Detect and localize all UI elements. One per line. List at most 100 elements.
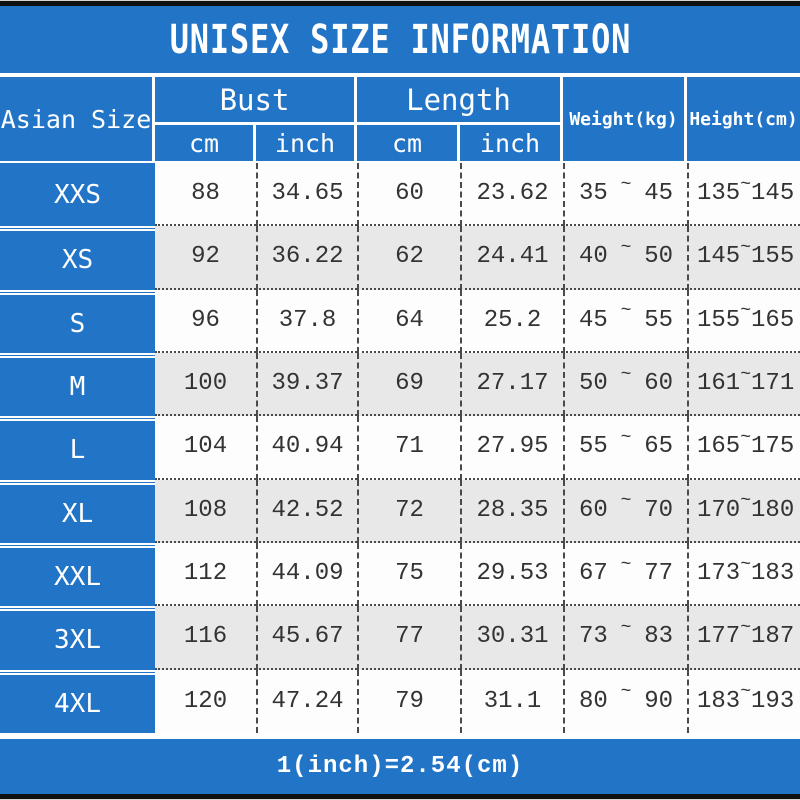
length-inch-value: 29.53 (460, 542, 563, 607)
tilde-separator: ~ (620, 364, 632, 385)
column-header-height: Height(cm) (687, 77, 800, 161)
bust-inch-value: 39.37 (256, 352, 357, 417)
length-cm-value: 71 (357, 416, 460, 480)
column-header-bust: Bust (155, 77, 354, 122)
height-max-value: 193 (751, 687, 795, 715)
weight-range: 80 ~ 90 (563, 669, 687, 733)
tilde-separator: ~ (620, 301, 632, 322)
tilde-separator: ~ (620, 617, 632, 638)
weight-min-value: 45 (579, 306, 608, 334)
height-min-value: 165 (697, 433, 741, 461)
height-range: 177 ~ 187 (687, 606, 800, 670)
length-inch-value: 25.2 (460, 289, 563, 353)
length-cm-value: 60 (357, 163, 460, 227)
weight-min-value: 50 (579, 370, 608, 398)
table-row: M 100 39.37 69 27.17 50 ~ 60 161 ~ 171 (0, 352, 800, 417)
bust-cm-value: 108 (155, 479, 256, 543)
tilde-separator: ~ (740, 554, 752, 575)
column-subheader-bust-cm: cm (155, 125, 253, 161)
size-label: XXS (0, 163, 155, 227)
length-cm-value: 79 (357, 669, 460, 733)
column-header-weight: Weight(kg) (563, 77, 684, 161)
weight-range: 60 ~ 70 (563, 479, 687, 543)
height-max-value: 187 (751, 623, 795, 651)
size-label: XS (0, 226, 155, 290)
weight-max-value: 77 (644, 560, 673, 588)
length-inch-value: 27.17 (460, 352, 563, 417)
weight-max-value: 45 (644, 180, 673, 208)
length-cm-value: 64 (357, 289, 460, 353)
height-max-value: 165 (751, 306, 795, 334)
bust-cm-value: 92 (155, 226, 256, 290)
bust-inch-value: 47.24 (256, 669, 357, 733)
table-row: XXS 88 34.65 60 23.62 35 ~ 45 135 ~ 145 (0, 163, 800, 227)
length-subheaders: cm inch (357, 125, 560, 161)
weight-range: 40 ~ 50 (563, 226, 687, 290)
height-range: 145 ~ 155 (687, 226, 800, 290)
tilde-separator: ~ (620, 682, 632, 703)
length-inch-value: 27.95 (460, 416, 563, 480)
bust-cm-value: 96 (155, 289, 256, 353)
table-row: XL 108 42.52 72 28.35 60 ~ 70 170 ~ 180 (0, 479, 800, 543)
height-range: 155 ~ 165 (687, 289, 800, 353)
top-edge-line (0, 0, 800, 1)
bust-inch-value: 40.94 (256, 416, 357, 480)
weight-max-value: 55 (644, 306, 673, 334)
height-max-value: 175 (751, 433, 795, 461)
length-cm-value: 75 (357, 542, 460, 607)
size-label: M (0, 352, 155, 417)
bust-inch-value: 36.22 (256, 226, 357, 290)
title-banner: UNISEX SIZE INFORMATION (0, 6, 800, 73)
tilde-separator: ~ (740, 237, 752, 258)
height-min-value: 170 (697, 496, 741, 524)
height-range: 183 ~ 193 (687, 669, 800, 733)
weight-range: 35 ~ 45 (563, 163, 687, 227)
column-group-length: Length cm inch (357, 77, 560, 161)
bust-cm-value: 120 (155, 669, 256, 733)
height-min-value: 145 (697, 243, 741, 271)
weight-min-value: 35 (579, 180, 608, 208)
table-row: XXL 112 44.09 75 29.53 67 ~ 77 173 ~ 183 (0, 542, 800, 607)
height-min-value: 183 (697, 687, 741, 715)
height-range: 170 ~ 180 (687, 479, 800, 543)
height-min-value: 155 (697, 306, 741, 334)
column-subheader-bust-inch: inch (256, 125, 354, 161)
bust-cm-value: 104 (155, 416, 256, 480)
length-cm-value: 77 (357, 606, 460, 670)
table-body: XXS 88 34.65 60 23.62 35 ~ 45 135 ~ 145 … (0, 163, 800, 733)
column-header-asian-size: Asian Size (0, 77, 152, 161)
weight-range: 55 ~ 65 (563, 416, 687, 480)
bust-subheaders: cm inch (155, 125, 354, 161)
column-header-length: Length (357, 77, 560, 122)
weight-range: 45 ~ 55 (563, 289, 687, 353)
table-row: XS 92 36.22 62 24.41 40 ~ 50 145 ~ 155 (0, 226, 800, 290)
weight-max-value: 65 (644, 433, 673, 461)
height-range: 161 ~ 171 (687, 352, 800, 417)
height-range: 165 ~ 175 (687, 416, 800, 480)
size-label: XXL (0, 542, 155, 607)
tilde-separator: ~ (740, 364, 752, 385)
tilde-separator: ~ (620, 427, 632, 448)
length-inch-value: 30.31 (460, 606, 563, 670)
height-range: 173 ~ 183 (687, 542, 800, 607)
table-row: S 96 37.8 64 25.2 45 ~ 55 155 ~ 165 (0, 289, 800, 353)
bust-inch-value: 44.09 (256, 542, 357, 607)
table-row: 4XL 120 47.24 79 31.1 80 ~ 90 183 ~ 193 (0, 669, 800, 733)
height-max-value: 183 (751, 560, 795, 588)
weight-max-value: 83 (644, 623, 673, 651)
bust-inch-value: 37.8 (256, 289, 357, 353)
size-label: XL (0, 479, 155, 543)
weight-min-value: 67 (579, 560, 608, 588)
tilde-separator: ~ (740, 617, 752, 638)
tilde-separator: ~ (740, 174, 752, 195)
height-max-value: 171 (751, 370, 795, 398)
height-min-value: 161 (697, 370, 741, 398)
length-inch-value: 23.62 (460, 163, 563, 227)
column-group-bust: Bust cm inch (155, 77, 354, 161)
size-label: 4XL (0, 669, 155, 733)
length-inch-value: 28.35 (460, 479, 563, 543)
size-label: L (0, 416, 155, 480)
height-min-value: 173 (697, 560, 741, 588)
height-max-value: 180 (751, 496, 795, 524)
weight-range: 50 ~ 60 (563, 352, 687, 417)
